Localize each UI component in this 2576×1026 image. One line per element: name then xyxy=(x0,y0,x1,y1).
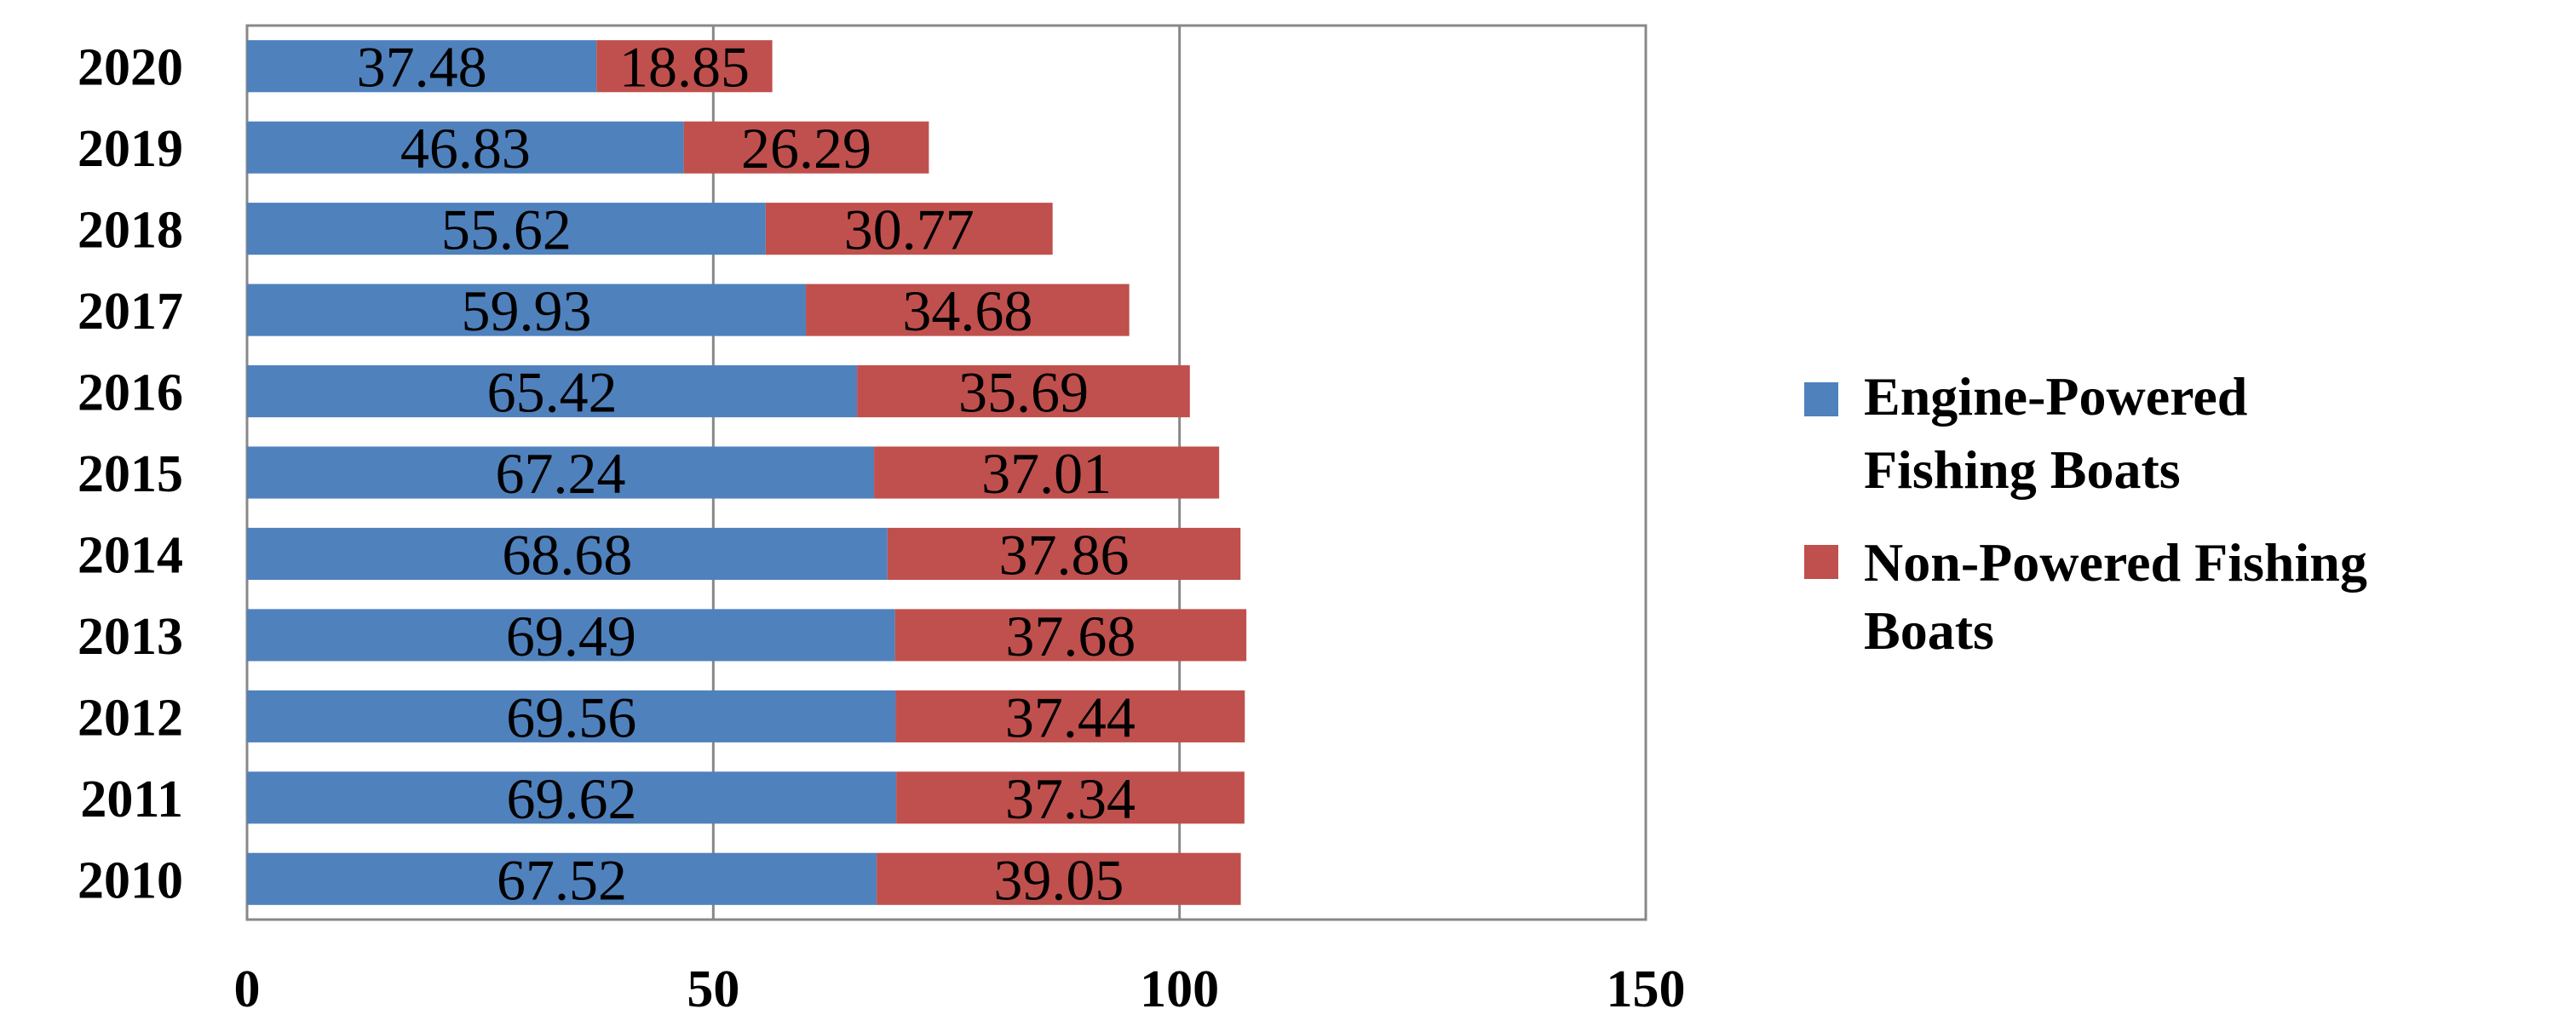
data-labels: 37.48 18.85 46.83 26.29 55.62 30.77 59.93 34.68… xyxy=(357,35,1136,913)
legend: Engine-Powered Fishing Boats Non-Powered… xyxy=(1804,366,2367,661)
bar-engine-powered-2020 xyxy=(247,40,597,93)
legend-swatch-engine-powered xyxy=(1804,382,1838,416)
data-label-engine-powered-2014: 68.68 xyxy=(502,522,632,587)
y-tick-label-2011: 2011 xyxy=(80,771,183,828)
data-label-engine-powered-2017: 59.93 xyxy=(462,278,592,343)
bar-non-powered-2020 xyxy=(596,40,773,93)
y-tick-label-2012: 2012 xyxy=(78,689,183,747)
data-label-non-powered-2010: 39.05 xyxy=(993,847,1124,912)
data-label-engine-powered-2011: 69.62 xyxy=(507,766,637,831)
legend-swatch-non-powered xyxy=(1804,545,1838,579)
data-label-non-powered-2019: 26.29 xyxy=(741,116,871,181)
bar-non-powered-2012 xyxy=(895,690,1245,742)
bar-non-powered-2014 xyxy=(887,527,1241,580)
legend-label-non-powered-line2: Boats xyxy=(1864,600,1994,661)
bar-engine-powered-2019 xyxy=(247,121,684,174)
y-axis-tick-labels: 2020 2019 2018 2017 2016 2015 2014 2013 2012 2011… xyxy=(78,39,183,910)
y-tick-label-2020: 2020 xyxy=(78,39,183,97)
y-tick-label-2015: 2015 xyxy=(78,445,183,503)
bar-non-powered-2011 xyxy=(896,771,1245,824)
data-label-non-powered-2017: 34.68 xyxy=(902,278,1032,343)
y-tick-label-2014: 2014 xyxy=(78,526,183,584)
y-tick-label-2010: 2010 xyxy=(78,851,183,909)
data-label-engine-powered-2019: 46.83 xyxy=(400,116,531,181)
x-tick-label-100: 100 xyxy=(1140,960,1219,1018)
bar-non-powered-2016 xyxy=(857,365,1190,418)
data-label-engine-powered-2020: 37.48 xyxy=(357,35,487,100)
bar-engine-powered-2013 xyxy=(247,609,895,662)
bar-engine-powered-2010 xyxy=(247,852,877,905)
data-label-engine-powered-2013: 69.49 xyxy=(506,604,636,668)
bar-non-powered-2018 xyxy=(765,203,1053,255)
data-label-non-powered-2015: 37.01 xyxy=(981,441,1112,506)
bar-non-powered-2013 xyxy=(894,609,1247,662)
data-label-non-powered-2011: 37.34 xyxy=(1005,766,1136,831)
y-tick-label-2013: 2013 xyxy=(78,608,183,666)
bar-engine-powered-2014 xyxy=(247,527,888,580)
bar-engine-powered-2015 xyxy=(247,446,875,499)
data-label-engine-powered-2010: 67.52 xyxy=(497,847,627,912)
data-label-non-powered-2018: 30.77 xyxy=(844,198,975,262)
y-tick-label-2019: 2019 xyxy=(78,120,183,178)
data-label-non-powered-2020: 18.85 xyxy=(619,35,750,100)
data-label-non-powered-2014: 37.86 xyxy=(999,522,1130,587)
bar-non-powered-2010 xyxy=(877,852,1241,905)
bar-engine-powered-2011 xyxy=(247,771,897,824)
y-tick-label-2016: 2016 xyxy=(78,364,183,422)
bar-engine-powered-2017 xyxy=(247,284,807,336)
x-tick-label-0: 0 xyxy=(234,960,261,1018)
legend-label-non-powered-line1: Non-Powered Fishing xyxy=(1864,532,2367,593)
data-label-engine-powered-2018: 55.62 xyxy=(441,198,572,262)
x-tick-label-50: 50 xyxy=(687,960,739,1018)
legend-label-engine-powered-line2: Fishing Boats xyxy=(1864,439,2181,500)
data-label-engine-powered-2012: 69.56 xyxy=(506,685,636,749)
bar-non-powered-2019 xyxy=(683,121,929,174)
data-label-non-powered-2012: 37.44 xyxy=(1005,685,1136,749)
bars xyxy=(247,40,1247,905)
data-label-engine-powered-2016: 65.42 xyxy=(487,360,618,425)
y-tick-label-2017: 2017 xyxy=(78,283,183,341)
bar-non-powered-2017 xyxy=(806,284,1130,336)
data-label-engine-powered-2015: 67.24 xyxy=(496,441,626,506)
legend-label-engine-powered-line1: Engine-Powered xyxy=(1864,366,2247,427)
y-tick-label-2018: 2018 xyxy=(78,202,183,260)
bar-engine-powered-2016 xyxy=(247,365,858,418)
bar-non-powered-2015 xyxy=(874,446,1220,499)
x-tick-label-150: 150 xyxy=(1607,960,1686,1018)
bar-engine-powered-2012 xyxy=(247,690,896,742)
data-label-non-powered-2013: 37.68 xyxy=(1005,604,1136,668)
data-label-non-powered-2016: 35.69 xyxy=(958,360,1089,425)
bar-engine-powered-2018 xyxy=(247,203,766,255)
x-axis-tick-labels: 0 50 100 150 xyxy=(234,960,1686,1018)
